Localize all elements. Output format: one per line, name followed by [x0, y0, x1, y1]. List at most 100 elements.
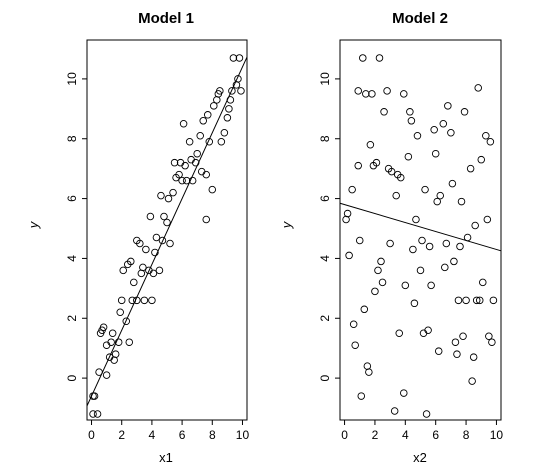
data-point: [185, 137, 194, 146]
data-point: [117, 296, 126, 305]
data-point: [151, 248, 159, 257]
data-point: [152, 233, 161, 242]
data-point: [114, 338, 123, 346]
data-point: [119, 266, 127, 275]
data-point: [93, 410, 102, 418]
data-point: [400, 389, 408, 397]
data-point: [137, 269, 146, 278]
data-point: [342, 215, 350, 224]
panel-2-x-axis-label: x2: [413, 450, 427, 465]
data-point: [188, 176, 197, 185]
data-point: [378, 278, 387, 287]
panel-2-fit-line: [339, 202, 502, 252]
data-point: [485, 332, 493, 340]
panel-2-x-ticks: 0 2 4 6 8 10: [341, 420, 503, 442]
data-point: [354, 87, 362, 95]
data-point: [163, 218, 171, 227]
data-point: [439, 120, 448, 128]
data-point: [410, 299, 419, 308]
data-point: [374, 266, 382, 275]
data-point: [149, 269, 158, 278]
data-point: [217, 137, 226, 146]
data-point: [357, 392, 366, 400]
data-point: [164, 194, 173, 203]
data-point: [413, 131, 422, 140]
x-tick-label: 0: [88, 428, 95, 442]
data-point: [365, 368, 373, 376]
data-point: [375, 54, 384, 62]
data-point: [108, 329, 117, 337]
data-point: [422, 410, 431, 418]
panel-1-x-ticks: 0 2 4 6 8 10: [88, 420, 249, 442]
y-tick-label: 2: [318, 315, 332, 322]
data-point: [111, 350, 120, 358]
data-point: [401, 281, 410, 290]
data-point: [229, 54, 238, 62]
data-point: [223, 114, 232, 122]
data-point: [468, 377, 476, 385]
data-point: [469, 353, 478, 361]
data-point: [157, 191, 165, 200]
x-tick-label: 10: [490, 428, 504, 442]
panel-1-fit-line: [86, 56, 248, 407]
data-point: [404, 152, 413, 161]
panel-1-points: [89, 54, 245, 418]
data-point: [235, 54, 244, 62]
data-point: [459, 332, 467, 340]
data-point: [204, 111, 212, 119]
data-point: [442, 239, 451, 248]
data-point: [407, 117, 416, 125]
data-point: [483, 215, 492, 224]
y-tick-label: 8: [65, 135, 79, 142]
panel-1-y-axis-label: y: [26, 220, 41, 229]
data-point: [451, 338, 460, 346]
data-point: [479, 278, 487, 287]
data-point: [136, 239, 144, 248]
y-tick-label: 10: [318, 72, 332, 86]
data-point: [122, 317, 130, 326]
panel-2-y-axis-label: y: [279, 220, 294, 229]
data-point: [436, 191, 444, 200]
data-point: [360, 305, 369, 314]
data-point: [169, 188, 177, 197]
y-tick-label: 0: [65, 374, 79, 381]
panel-2-points: [342, 54, 498, 418]
y-tick-label: 10: [65, 72, 79, 86]
data-point: [431, 149, 440, 158]
data-point: [377, 257, 385, 266]
data-point: [146, 212, 155, 221]
data-point: [366, 140, 375, 149]
panel-2-plot-box: [339, 39, 502, 421]
data-point: [372, 158, 381, 167]
x-tick-label: 2: [372, 428, 379, 442]
data-point: [434, 347, 443, 355]
data-point: [166, 239, 174, 248]
data-point: [418, 236, 426, 245]
data-point: [202, 170, 210, 179]
data-point: [486, 137, 495, 146]
x-tick-label: 2: [118, 428, 125, 442]
data-point: [441, 263, 449, 272]
data-point: [170, 158, 179, 167]
data-point: [213, 96, 221, 104]
data-point: [349, 320, 358, 329]
panel-model-1: Model 1 x1 y 0 2 4 6 8 10 0 2 4 6 8 10: [26, 10, 249, 465]
data-point: [454, 296, 463, 305]
data-point: [160, 212, 168, 221]
data-point: [89, 410, 97, 418]
data-point: [444, 102, 452, 110]
data-point: [130, 278, 138, 287]
data-point: [395, 329, 403, 337]
data-point: [453, 350, 461, 358]
data-point: [225, 105, 233, 113]
panel-1-plot-box: [86, 39, 248, 421]
data-point: [397, 173, 405, 182]
y-tick-label: 8: [318, 135, 332, 142]
data-point: [142, 245, 150, 254]
data-point: [362, 90, 370, 98]
data-point: [433, 197, 441, 206]
data-point: [466, 164, 475, 173]
data-point: [228, 87, 236, 95]
data-point: [210, 102, 218, 110]
